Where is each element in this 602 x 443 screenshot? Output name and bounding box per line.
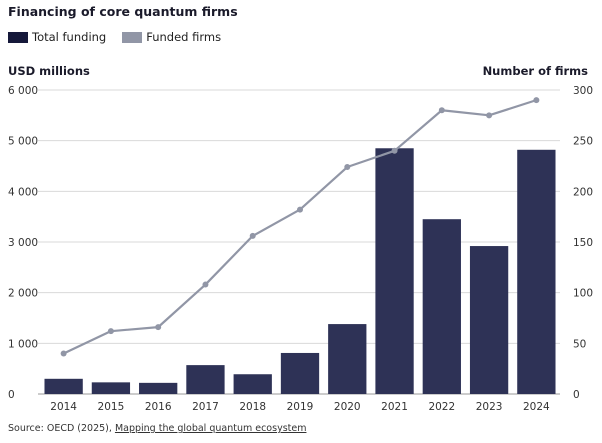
x-axis-tick-label: 2018	[239, 401, 266, 413]
series-line-funded-firms	[63, 99, 537, 355]
left-axis-tick-label: 2 000	[8, 288, 38, 300]
left-axis-tick-label: 3 000	[8, 237, 38, 249]
right-axis-tick-label: 0	[573, 389, 580, 401]
chart-title: Financing of core quantum firms	[8, 4, 238, 19]
bar	[375, 148, 414, 394]
legend-label-funded-firms: Funded firms	[146, 30, 222, 44]
right-axis-tick-label: 50	[573, 338, 586, 350]
x-axis-tick-label: 2015	[98, 401, 125, 413]
legend-swatch-total-funding	[8, 31, 28, 43]
right-axis-tick-label: 300	[573, 85, 593, 97]
line-point	[438, 107, 445, 114]
left-axis-tick-label: 1 000	[8, 338, 38, 350]
legend: Total funding Funded firms	[8, 30, 237, 44]
legend-swatch-funded-firms	[122, 31, 143, 43]
line-point	[391, 147, 398, 154]
line-point	[297, 206, 303, 213]
x-axis-tick-label: 2016	[145, 401, 172, 413]
right-axis-title: Number of firms	[482, 64, 588, 78]
line-point	[107, 328, 114, 335]
x-axis-tick-label: 2020	[334, 401, 361, 413]
bar	[186, 365, 225, 394]
left-axis-title: USD millions	[8, 64, 90, 78]
bar	[233, 374, 272, 394]
x-axis-tick-label: 2014	[50, 401, 77, 413]
left-axis-tick-label: 6 000	[8, 85, 38, 97]
x-axis-tick-label: 2019	[287, 401, 314, 413]
left-axis-tick-label: 0	[8, 389, 15, 401]
bar	[139, 382, 178, 394]
x-axis-tick-label: 2024	[523, 401, 550, 413]
line-point	[533, 97, 540, 104]
left-axis-tick-label: 4 000	[8, 186, 38, 198]
line-point	[60, 350, 67, 357]
right-axis-tick-label: 100	[573, 288, 593, 300]
source-note: Source: OECD (2025), Mapping the global …	[8, 423, 306, 434]
right-axis-tick-label: 250	[573, 136, 593, 148]
source-prefix: Source: OECD (2025),	[8, 423, 115, 434]
legend-label-total-funding: Total funding	[32, 30, 107, 44]
bar	[91, 382, 131, 394]
x-axis-tick-label: 2017	[192, 401, 219, 413]
legend-item-total-funding: Total funding	[8, 30, 106, 44]
right-axis-tick-label: 200	[573, 186, 593, 198]
source-link[interactable]: Mapping the global quantum ecosystem	[114, 423, 307, 434]
line-point	[486, 112, 493, 119]
x-axis-tick-label: 2021	[381, 401, 408, 413]
x-axis-tick-label: 2022	[428, 401, 455, 413]
bar	[469, 246, 509, 394]
x-axis-tick-label: 2023	[476, 401, 503, 413]
bar	[517, 149, 556, 394]
line-point	[155, 324, 162, 331]
right-axis-tick-label: 150	[573, 237, 593, 249]
bar	[422, 219, 461, 394]
line-point	[344, 164, 351, 171]
line-point	[202, 281, 209, 288]
bar	[44, 378, 83, 394]
line-point	[249, 232, 256, 239]
bar	[280, 352, 320, 394]
left-axis-tick-label: 5 000	[8, 136, 38, 148]
legend-item-funded-firms: Funded firms	[122, 30, 221, 44]
bar	[328, 324, 367, 394]
